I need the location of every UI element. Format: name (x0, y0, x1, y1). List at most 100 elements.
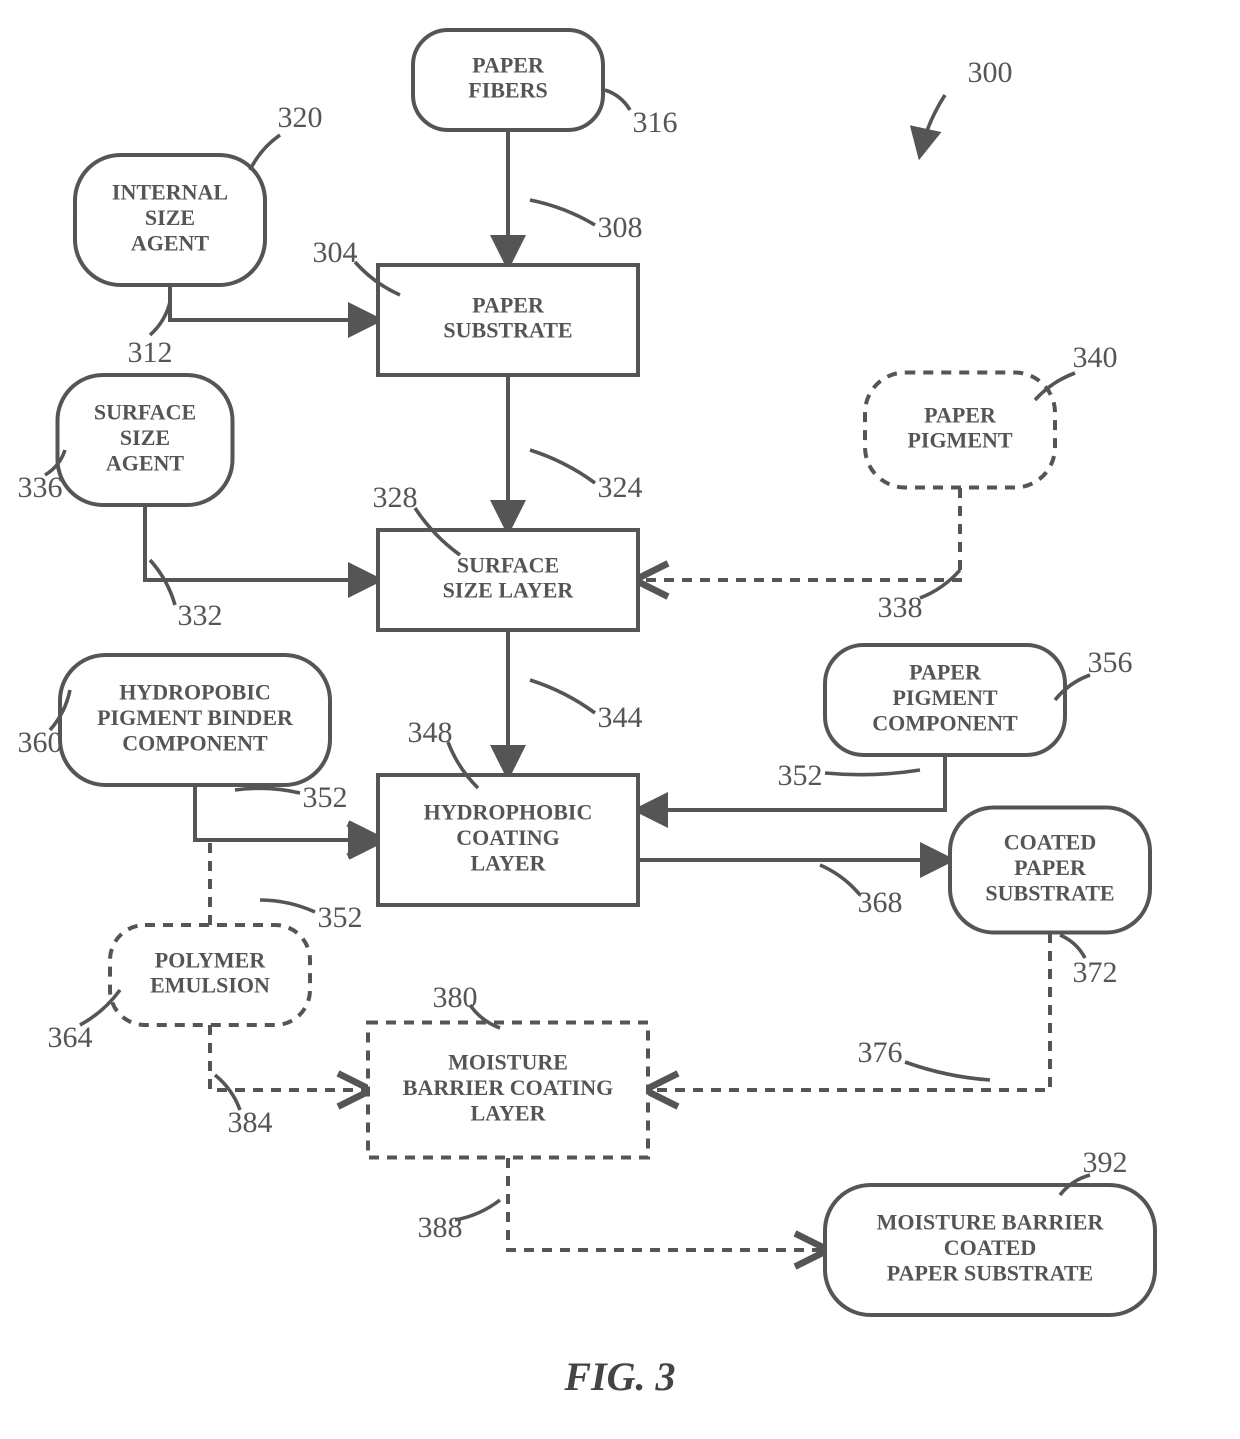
node-paper_pigment: PAPERPIGMENT (865, 373, 1055, 488)
node-text-hydrophobic_binder-l1: PIGMENT BINDER (97, 705, 294, 730)
edge-e312 (170, 285, 378, 320)
edge-e352a (195, 785, 378, 840)
edge-e332 (145, 505, 378, 580)
node-text-hydrophobic_binder-l2: COMPONENT (122, 730, 268, 755)
leader-line (905, 1062, 990, 1080)
ref-number: 348 (408, 716, 453, 749)
node-text-hydrophobic_coating-l1: COATING (456, 825, 560, 850)
ref-label-300: 300 (920, 56, 1013, 155)
node-hydrophobic_binder: HYDROPOBICPIGMENT BINDERCOMPONENT (60, 655, 330, 785)
node-paper_substrate: PAPERSUBSTRATE (378, 265, 638, 375)
node-text-hydrophobic_coating-l0: HYDROPHOBIC (424, 800, 593, 825)
node-text-moisture_barrier_layer-l0: MOISTURE (448, 1050, 568, 1075)
ref-number: 376 (858, 1036, 903, 1069)
node-text-surface_size_layer-l1: SIZE LAYER (443, 578, 575, 603)
ref-number: 360 (18, 726, 63, 759)
ref-number: 304 (313, 236, 358, 269)
ref-number: 392 (1083, 1146, 1128, 1179)
ref-label-316: 316 (605, 90, 678, 139)
node-coated_paper_substrate: COATEDPAPERSUBSTRATE (950, 808, 1150, 933)
node-text-moisture_barrier_substrate-l2: PAPER SUBSTRATE (887, 1260, 1093, 1285)
node-text-paper_pigment_component-l2: COMPONENT (872, 710, 1018, 735)
leader-line (250, 135, 280, 170)
node-surface_size_agent: SURFACESIZEAGENT (58, 375, 233, 505)
leader-line (150, 560, 175, 605)
leader-line (150, 302, 170, 335)
leader-line (235, 788, 300, 793)
node-polymer_emulsion: POLYMEREMULSION (110, 925, 310, 1025)
node-text-paper_fibers-l1: FIBERS (468, 78, 547, 103)
leader-line (530, 450, 595, 483)
leader-line (1060, 935, 1085, 958)
leader-line (825, 770, 920, 775)
ref-number: 338 (878, 591, 923, 624)
node-text-moisture_barrier_substrate-l1: COATED (944, 1235, 1037, 1260)
ref-number: 352 (778, 759, 823, 792)
node-text-hydrophobic_coating-l2: LAYER (471, 850, 547, 875)
node-text-coated_paper_substrate-l1: PAPER (1014, 855, 1087, 880)
ref-label-312: 312 (128, 302, 173, 369)
node-text-moisture_barrier_layer-l1: BARRIER COATING (403, 1075, 613, 1100)
edge-e338 (638, 488, 960, 580)
ref-number: 340 (1073, 341, 1118, 374)
ref-number: 300 (968, 56, 1013, 89)
edge-e384 (210, 1025, 368, 1090)
node-text-surface_size_agent-l0: SURFACE (94, 400, 196, 425)
node-text-internal_size_agent-l0: INTERNAL (112, 180, 228, 205)
node-text-surface_size_agent-l1: SIZE (120, 425, 170, 450)
node-moisture_barrier_substrate: MOISTURE BARRIERCOATEDPAPER SUBSTRATE (825, 1185, 1155, 1315)
node-moisture_barrier_layer: MOISTUREBARRIER COATINGLAYER (368, 1023, 648, 1158)
node-text-paper_pigment-l1: PIGMENT (907, 428, 1012, 453)
node-text-coated_paper_substrate-l2: SUBSTRATE (985, 880, 1114, 905)
ref-label-364: 364 (48, 990, 121, 1054)
ref-number: 312 (128, 336, 173, 369)
node-text-paper_substrate-l1: SUBSTRATE (443, 318, 572, 343)
node-text-moisture_barrier_substrate-l0: MOISTURE BARRIER (877, 1210, 1105, 1235)
ref-number: 324 (598, 471, 643, 504)
node-surface_size_layer: SURFACESIZE LAYER (378, 530, 638, 630)
node-text-surface_size_agent-l2: AGENT (106, 450, 185, 475)
ref-number: 336 (18, 471, 63, 504)
leader-line (920, 95, 945, 155)
ref-label-320: 320 (250, 101, 323, 170)
flowchart-diagram: PAPERFIBERSINTERNALSIZEAGENTPAPERSUBSTRA… (0, 0, 1240, 1439)
ref-label-384: 384 (215, 1075, 273, 1139)
ref-number: 384 (228, 1106, 273, 1139)
node-text-paper_pigment_component-l0: PAPER (909, 660, 982, 685)
leader-line (605, 90, 630, 110)
leader-line (820, 865, 860, 895)
ref-number: 320 (278, 101, 323, 134)
node-text-hydrophobic_binder-l0: HYDROPOBIC (119, 680, 271, 705)
ref-label-332: 332 (150, 560, 223, 632)
ref-number: 332 (178, 599, 223, 632)
ref-number: 344 (598, 701, 643, 734)
ref-label-344: 344 (530, 680, 643, 734)
ref-number: 316 (633, 106, 678, 139)
node-internal_size_agent: INTERNALSIZEAGENT (75, 155, 265, 285)
leader-line (920, 570, 960, 598)
leader-line (260, 900, 315, 912)
ref-label-324: 324 (530, 450, 643, 504)
node-text-paper_fibers-l0: PAPER (472, 52, 545, 77)
leader-line (530, 200, 595, 225)
ref-number: 308 (598, 211, 643, 244)
node-text-paper_substrate-l0: PAPER (472, 292, 545, 317)
node-text-polymer_emulsion-l0: POLYMER (155, 947, 267, 972)
figure-label: FIG. 3 (563, 1354, 675, 1399)
node-paper_pigment_component: PAPERPIGMENTCOMPONENT (825, 645, 1065, 755)
ref-number: 380 (433, 981, 478, 1014)
edge-e376 (648, 933, 1050, 1090)
node-text-internal_size_agent-l2: AGENT (131, 230, 210, 255)
ref-number: 368 (858, 886, 903, 919)
ref-number: 356 (1088, 646, 1133, 679)
ref-number: 328 (373, 481, 418, 514)
ref-label-352: 352 (778, 759, 921, 792)
leader-line (215, 1075, 240, 1110)
node-text-polymer_emulsion-l1: EMULSION (150, 973, 270, 998)
node-text-paper_pigment_component-l1: PIGMENT (892, 685, 997, 710)
node-text-coated_paper_substrate-l0: COATED (1004, 830, 1097, 855)
node-hydrophobic_coating: HYDROPHOBICCOATINGLAYER (378, 775, 638, 905)
ref-label-388: 388 (418, 1200, 501, 1244)
ref-label-376: 376 (858, 1036, 991, 1080)
ref-number: 364 (48, 1021, 93, 1054)
